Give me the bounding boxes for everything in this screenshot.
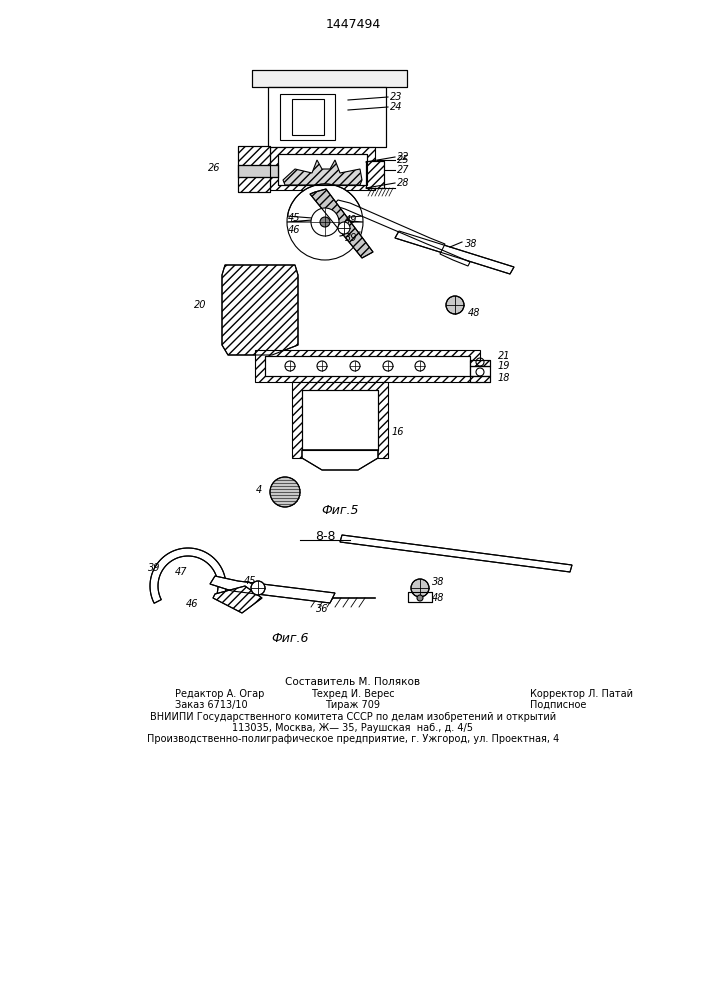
Polygon shape <box>287 184 363 222</box>
Circle shape <box>338 222 350 234</box>
Polygon shape <box>213 586 262 613</box>
Text: 36: 36 <box>316 604 329 614</box>
Bar <box>280 94 335 140</box>
Polygon shape <box>310 189 373 258</box>
Circle shape <box>320 217 330 227</box>
Bar <box>470 366 490 376</box>
Bar <box>265 356 470 376</box>
Text: 16: 16 <box>392 427 404 437</box>
Text: 45: 45 <box>288 213 300 223</box>
Text: 21: 21 <box>498 351 510 361</box>
Text: Заказ 6713/10: Заказ 6713/10 <box>175 700 247 710</box>
Text: 24: 24 <box>390 102 402 112</box>
Text: 47: 47 <box>175 567 187 577</box>
Text: 39: 39 <box>345 233 358 243</box>
Bar <box>268 87 386 147</box>
Bar <box>268 87 386 147</box>
Bar <box>238 146 270 192</box>
Text: Подписное: Подписное <box>530 700 586 710</box>
Text: 4: 4 <box>256 485 262 495</box>
Text: 38: 38 <box>432 577 445 587</box>
Text: Фиг.6: Фиг.6 <box>271 632 309 645</box>
Bar <box>366 161 384 188</box>
Text: Тираж 709: Тираж 709 <box>325 700 380 710</box>
Text: Составитель М. Поляков: Составитель М. Поляков <box>286 677 421 687</box>
Bar <box>302 390 378 450</box>
Circle shape <box>270 477 300 507</box>
Bar <box>252 70 407 87</box>
Text: Редактор А. Огар: Редактор А. Огар <box>175 689 264 699</box>
Polygon shape <box>440 250 470 266</box>
Circle shape <box>311 208 339 236</box>
Bar <box>366 161 384 188</box>
Text: 46: 46 <box>185 599 198 609</box>
Text: 28: 28 <box>397 178 409 188</box>
Circle shape <box>417 595 423 601</box>
Text: Фиг.5: Фиг.5 <box>321 504 358 516</box>
Bar <box>252 70 407 87</box>
Text: 19: 19 <box>498 361 510 371</box>
Text: 8-8: 8-8 <box>315 530 335 542</box>
Bar <box>408 592 432 602</box>
Bar <box>278 154 367 185</box>
Text: 113035, Москва, Ж— 35, Раушская  наб., д. 4/5: 113035, Москва, Ж— 35, Раушская наб., д.… <box>233 723 474 733</box>
Text: 48: 48 <box>468 308 481 318</box>
Text: Корректор Л. Патай: Корректор Л. Патай <box>530 689 633 699</box>
Polygon shape <box>302 450 378 470</box>
Polygon shape <box>283 160 362 185</box>
Text: 26: 26 <box>207 163 220 173</box>
Circle shape <box>411 579 429 597</box>
Text: 1447494: 1447494 <box>325 18 380 31</box>
Text: 38: 38 <box>465 239 477 249</box>
Bar <box>278 154 367 185</box>
Bar <box>292 382 388 458</box>
Text: 18: 18 <box>498 373 510 383</box>
Text: 22: 22 <box>397 152 409 162</box>
Bar <box>470 376 490 382</box>
Bar <box>292 99 324 135</box>
Text: Производственно-полиграфическое предприятие, г. Ужгород, ул. Проектная, 4: Производственно-полиграфическое предприя… <box>147 734 559 744</box>
Bar <box>265 356 470 376</box>
Polygon shape <box>333 200 445 250</box>
Bar <box>470 366 490 376</box>
Text: 46: 46 <box>288 225 300 235</box>
Circle shape <box>251 581 265 595</box>
Bar <box>470 360 490 366</box>
Bar <box>238 165 278 177</box>
Text: 27: 27 <box>397 165 409 175</box>
Bar <box>255 350 480 382</box>
Bar <box>470 360 490 366</box>
Polygon shape <box>395 231 514 274</box>
Bar <box>270 147 375 190</box>
Text: 23: 23 <box>390 92 402 102</box>
Text: ВНИИПИ Государственного комитета СССР по делам изобретений и открытий: ВНИИПИ Государственного комитета СССР по… <box>150 712 556 722</box>
Text: 48: 48 <box>432 593 445 603</box>
Bar <box>238 146 270 192</box>
Text: 25: 25 <box>397 155 409 165</box>
Text: 49: 49 <box>345 215 358 225</box>
Text: Техред И. Верес: Техред И. Верес <box>311 689 395 699</box>
Polygon shape <box>340 535 572 572</box>
Circle shape <box>446 296 464 314</box>
Polygon shape <box>150 548 226 603</box>
Text: 39: 39 <box>148 563 160 573</box>
Polygon shape <box>210 576 335 603</box>
Bar <box>302 390 378 450</box>
Bar <box>470 376 490 382</box>
Text: 20: 20 <box>194 300 206 310</box>
Text: 45: 45 <box>244 576 257 586</box>
Polygon shape <box>222 265 298 355</box>
Bar <box>408 592 432 602</box>
Bar <box>238 165 278 177</box>
